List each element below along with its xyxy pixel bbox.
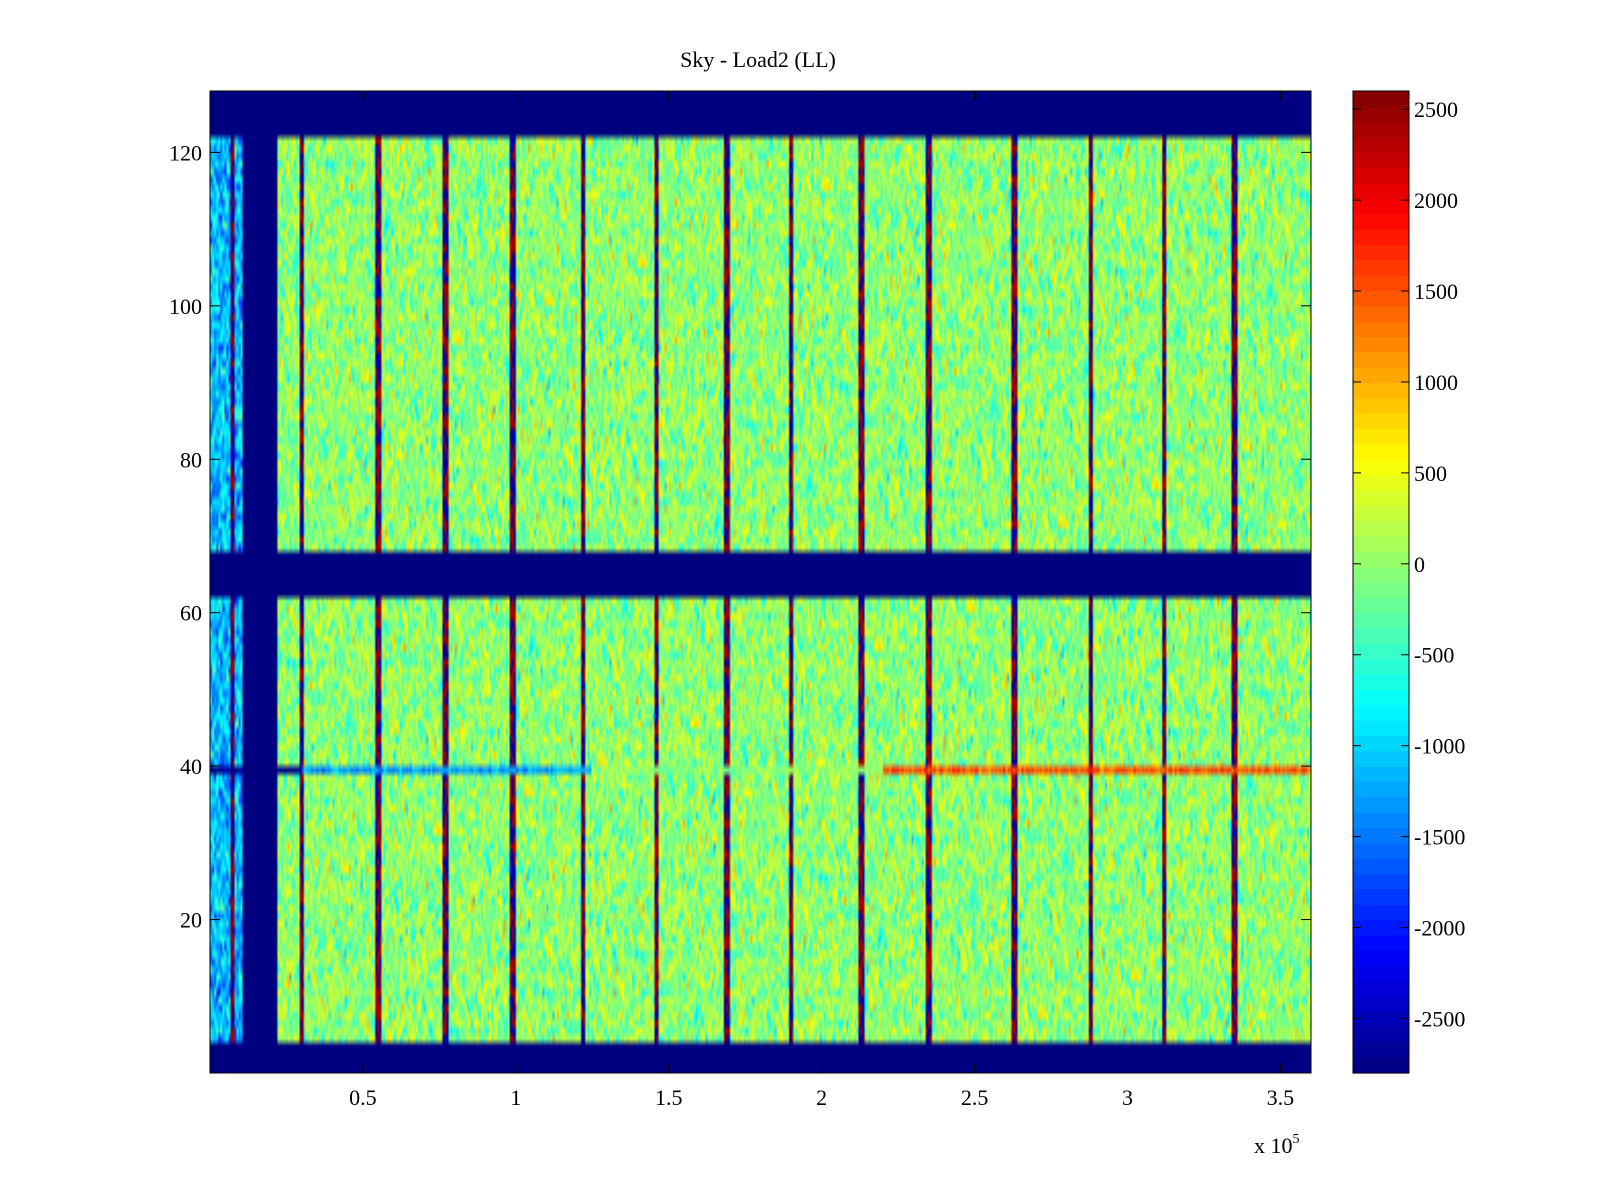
colorbar-band (1353, 367, 1409, 384)
colorbar-band (1353, 198, 1409, 215)
colorbar-band (1353, 643, 1409, 660)
colorbar-band (1353, 259, 1409, 276)
colorbar-band (1353, 827, 1409, 844)
colorbar-band (1353, 842, 1409, 859)
colorbar-band (1353, 1042, 1409, 1059)
colorbar-band (1353, 213, 1409, 230)
colorbar-frame (1352, 90, 1410, 1074)
colorbar (1353, 91, 1409, 1074)
colorbar-band (1353, 397, 1409, 414)
colorbar-band (1353, 735, 1409, 752)
colorbar-band (1353, 535, 1409, 552)
x-tick-label: 3.5 (1267, 1085, 1295, 1110)
colorbar-band (1353, 858, 1409, 875)
colorbar-band (1353, 720, 1409, 737)
colorbar-band (1353, 459, 1409, 476)
colorbar-band (1353, 965, 1409, 982)
colorbar-tick-label: 2500 (1414, 97, 1458, 122)
x-tick-label: 3 (1122, 1085, 1133, 1110)
x-tick-label: 0.5 (349, 1085, 377, 1110)
y-tick-label: 120 (169, 140, 202, 165)
colorbar-band (1353, 658, 1409, 675)
colorbar-band (1353, 980, 1409, 997)
colorbar-tick-label: 500 (1414, 461, 1447, 486)
colorbar-axis: 2500 2000 1500 1000 500 0 -500 -1000 -1500 -2000 -… (1353, 97, 1465, 1031)
colorbar-band (1353, 888, 1409, 905)
colorbar-band (1353, 919, 1409, 936)
y-tick-label: 40 (180, 754, 202, 779)
colorbar-band (1353, 996, 1409, 1013)
colorbar-band (1353, 244, 1409, 261)
colorbar-tick-label: -500 (1414, 643, 1454, 668)
y-tick-label: 100 (169, 294, 202, 319)
colorbar-tick-label: 2000 (1414, 188, 1458, 213)
colorbar-band (1353, 167, 1409, 184)
chart-title: Sky - Load2 (LL) (680, 47, 836, 72)
colorbar-band (1353, 566, 1409, 583)
colorbar-band (1353, 474, 1409, 491)
colorbar-band (1353, 321, 1409, 338)
y-axis: 20 40 60 80 100 120 (169, 140, 1311, 933)
colorbar-band (1353, 443, 1409, 460)
colorbar-band (1353, 336, 1409, 353)
colorbar-band (1353, 628, 1409, 644)
x-tick-label: 2 (816, 1085, 827, 1110)
colorbar-band (1353, 704, 1409, 721)
colorbar-band (1353, 674, 1409, 691)
colorbar-band (1353, 551, 1409, 568)
colorbar-band (1353, 137, 1409, 153)
colorbar-band (1353, 520, 1409, 537)
plot-frame (209, 90, 1312, 1074)
y-tick-label: 80 (180, 447, 202, 472)
colorbar-band (1353, 934, 1409, 951)
colorbar-tick-label: 1500 (1414, 279, 1458, 304)
colorbar-band (1353, 489, 1409, 506)
x-tick-label: 2.5 (961, 1085, 989, 1110)
colorbar-band (1353, 904, 1409, 921)
x-axis: 0.5 1 1.5 2 2.5 3 3.5 (349, 91, 1294, 1110)
colorbar-band (1353, 950, 1409, 967)
colorbar-tick-label: 0 (1414, 552, 1425, 577)
colorbar-band (1353, 229, 1409, 246)
colorbar-band (1353, 275, 1409, 292)
colorbar-band (1353, 152, 1409, 169)
colorbar-tick-label: -1000 (1414, 734, 1465, 759)
heatmap-image (210, 91, 1311, 1073)
x-tick-label: 1 (510, 1085, 521, 1110)
colorbar-band (1353, 582, 1409, 598)
colorbar-band (1353, 351, 1409, 368)
colorbar-band (1353, 1026, 1409, 1043)
colorbar-band (1353, 305, 1409, 322)
y-tick-label: 60 (180, 601, 202, 626)
colorbar-band (1353, 1057, 1409, 1074)
colorbar-band (1353, 796, 1409, 813)
colorbar-tick-label: 1000 (1414, 370, 1458, 395)
colorbar-tick-label: -2500 (1414, 1006, 1465, 1031)
colorbar-tick-label: -1500 (1414, 825, 1465, 850)
colorbar-band (1353, 413, 1409, 430)
colorbar-band (1353, 106, 1409, 123)
colorbar-band (1353, 612, 1409, 629)
colorbar-band (1353, 290, 1409, 307)
colorbar-band (1353, 505, 1409, 522)
colorbar-band (1353, 873, 1409, 890)
colorbar-band (1353, 121, 1409, 138)
colorbar-band (1353, 812, 1409, 829)
y-tick-label: 20 (180, 908, 202, 933)
colorbar-tick-label: -2000 (1414, 916, 1465, 941)
colorbar-band (1353, 428, 1409, 445)
colorbar-band (1353, 689, 1409, 706)
colorbar-band (1353, 766, 1409, 783)
plot-area (210, 91, 1311, 1073)
colorbar-band (1353, 750, 1409, 767)
colorbar-band (1353, 382, 1409, 399)
colorbar-band (1353, 1011, 1409, 1028)
colorbar-band (1353, 183, 1409, 200)
x-tick-label: 1.5 (655, 1085, 683, 1110)
colorbar-band (1353, 781, 1409, 798)
colorbar-band (1353, 91, 1409, 107)
x-axis-multiplier: x 105 (1254, 1132, 1300, 1158)
colorbar-band (1353, 597, 1409, 614)
